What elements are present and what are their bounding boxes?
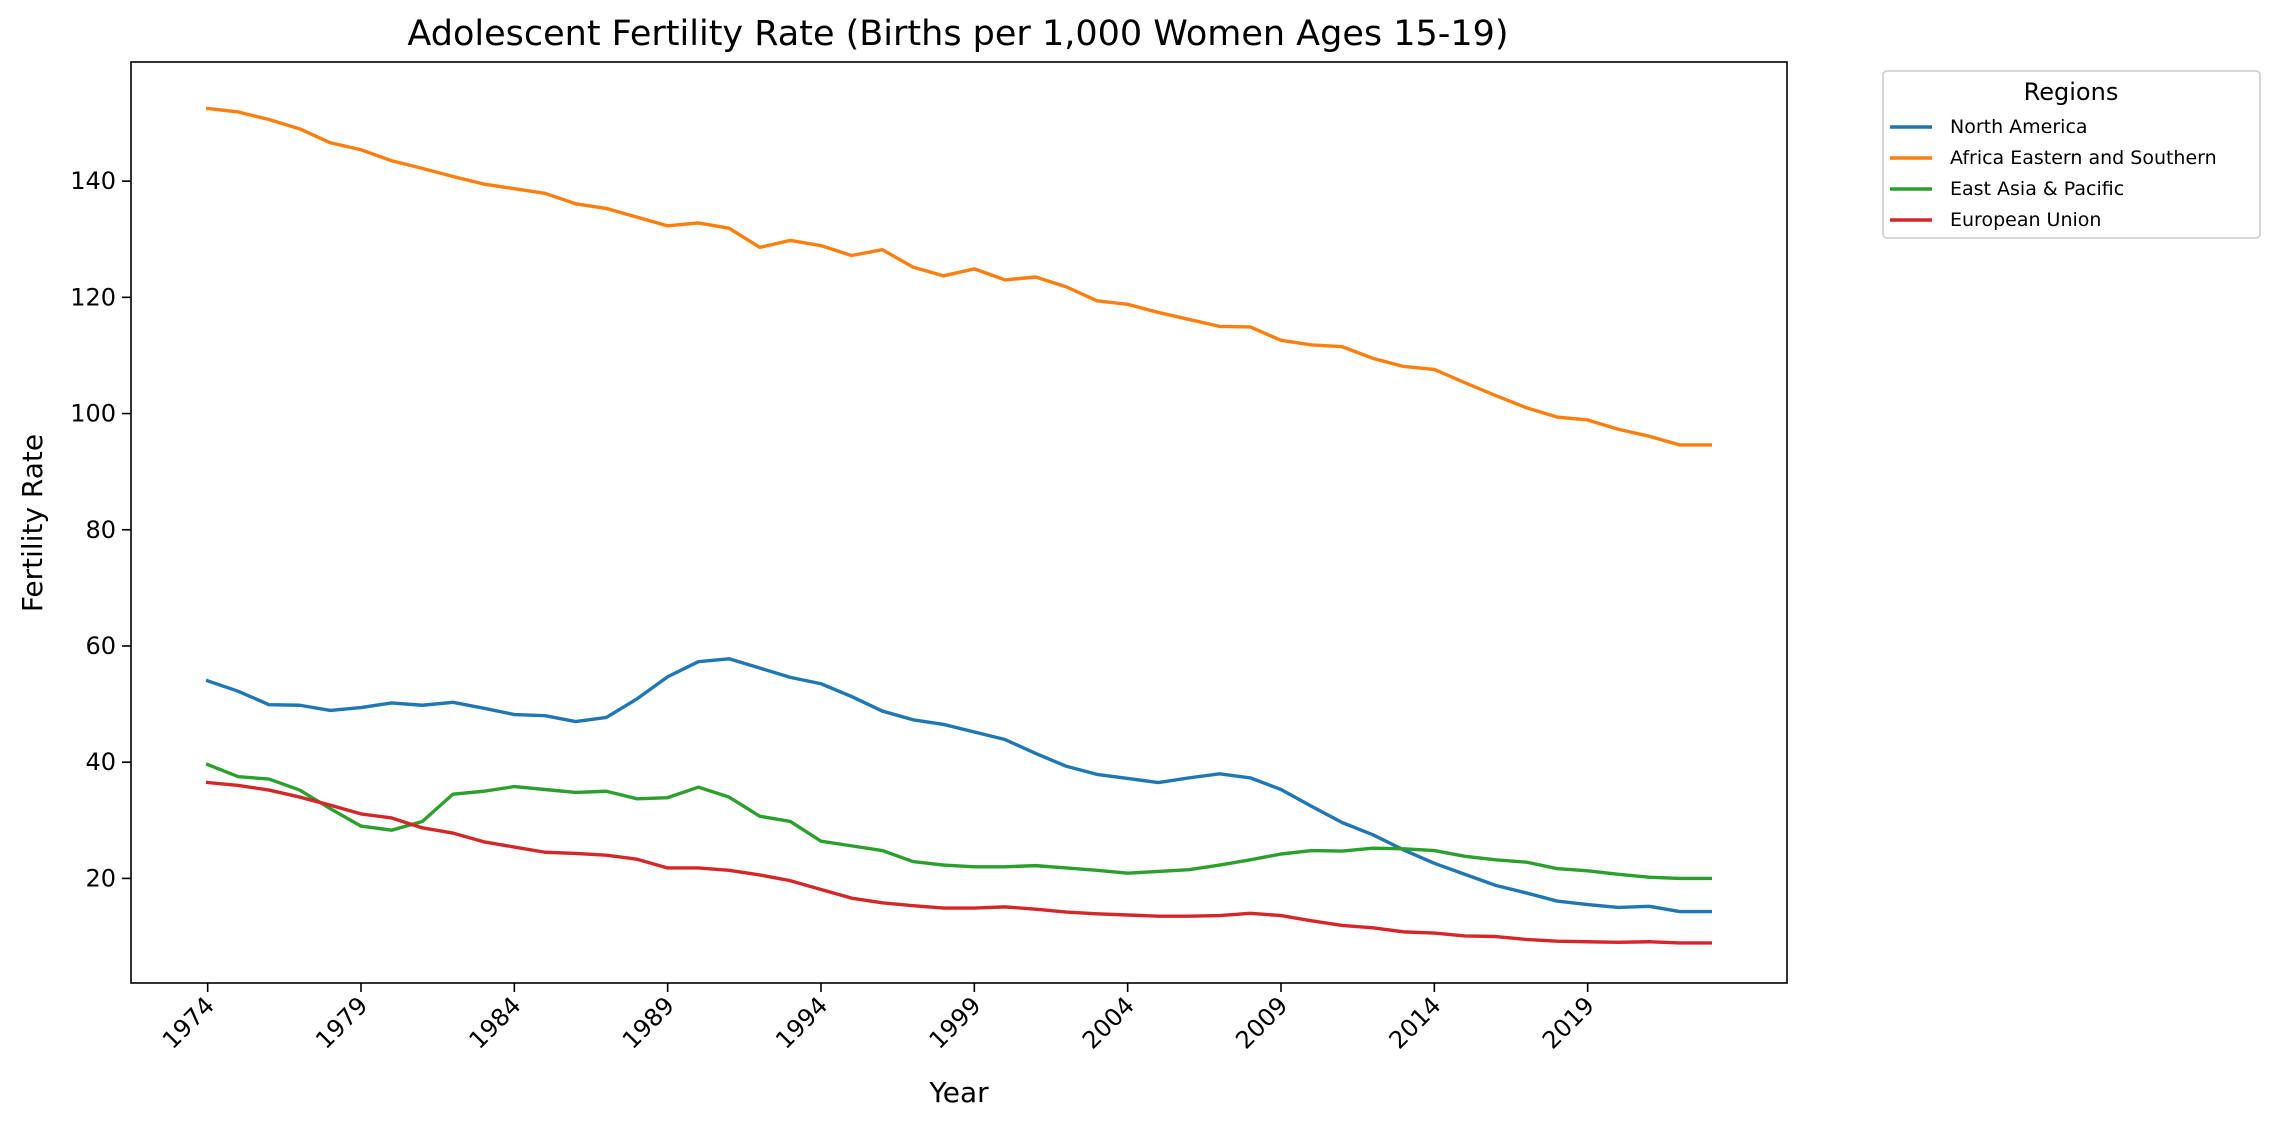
y-tick-label: 60 (85, 632, 116, 660)
y-tick-label: 120 (70, 283, 116, 311)
legend: Regions North America Africa Eastern and … (1882, 70, 2261, 239)
legend-label-africa-eastern-and-southern: Africa Eastern and Southern (1950, 147, 2217, 169)
x-axis-label: Year (928, 1076, 989, 1109)
legend-title: Regions (2024, 78, 2119, 106)
legend-box (1882, 70, 2261, 239)
y-tick-label: 100 (70, 400, 116, 428)
series-line-east-asia-pacific (205, 762, 1713, 881)
series-line-north-america (205, 657, 1713, 914)
legend-label-european-union: European Union (1950, 209, 2101, 231)
y-tick-label: 140 (70, 167, 116, 195)
y-axis-label: Fertility Rate (16, 434, 49, 612)
y-tick-label: 40 (85, 748, 116, 776)
series-layer (205, 106, 1713, 945)
series-line-european-union (205, 780, 1713, 945)
y-tick-label: 80 (85, 516, 116, 544)
series-line-africa-eastern-and-southern (205, 106, 1713, 447)
legend-label-north-america: North America (1950, 116, 2088, 138)
legend-items: North America Africa Eastern and Southern… (1890, 116, 2217, 231)
y-axis: 20 40 60 80 100 120 140 (70, 167, 131, 892)
plot-frame (130, 61, 1788, 984)
y-tick-label: 20 (85, 864, 116, 892)
chart-title: Adolescent Fertility Rate (Births per 1,… (407, 14, 1508, 54)
legend-label-east-asia-pacific: East Asia & Pacific (1950, 178, 2124, 200)
